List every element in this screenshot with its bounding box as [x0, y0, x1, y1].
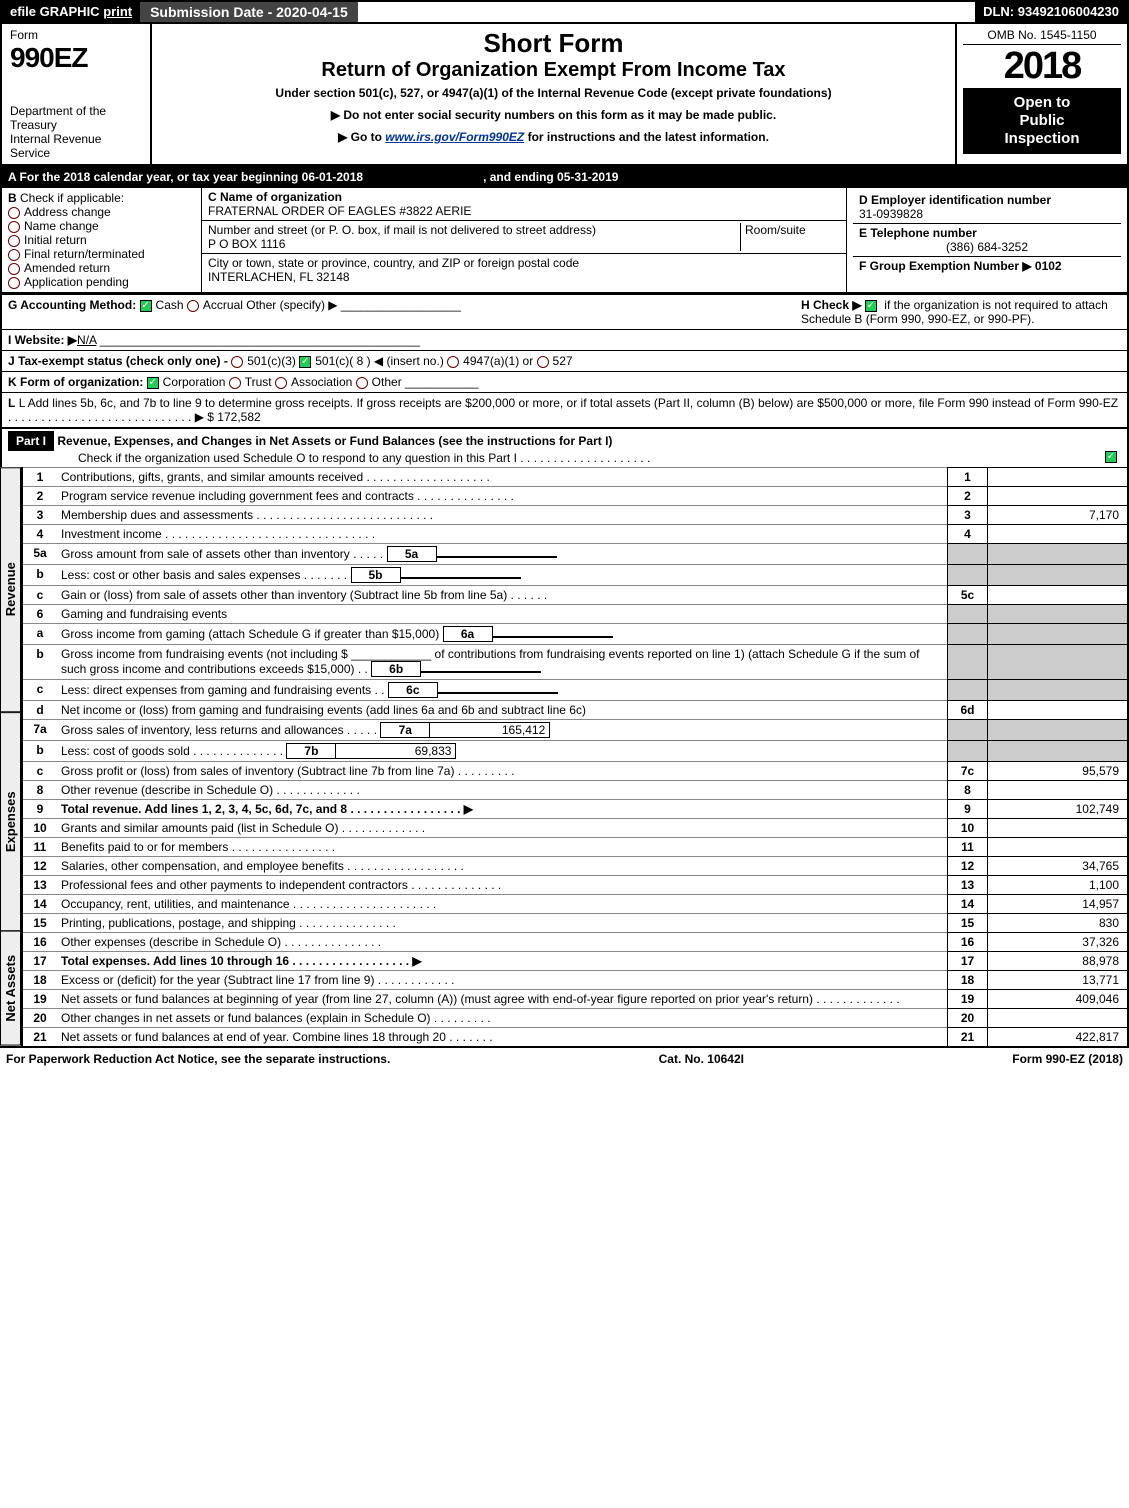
city: INTERLACHEN, FL 32148 [208, 270, 350, 284]
street: P O BOX 1116 [208, 237, 285, 251]
catalog-number: Cat. No. 10642I [659, 1052, 744, 1066]
line-j: J Tax-exempt status (check only one) - 5… [0, 350, 1129, 371]
form-edition: Form 990-EZ (2018) [1012, 1052, 1123, 1066]
title-return: Return of Organization Exempt From Incom… [158, 59, 949, 82]
irs-link[interactable]: www.irs.gov/Form990EZ [385, 130, 524, 144]
topbar: efile GRAPHIC print Submission Date - 20… [0, 0, 1129, 24]
form-number: 990EZ [10, 42, 88, 73]
chk-cash[interactable]: ✓ [140, 300, 152, 312]
form-header: Form 990EZ Department of the Treasury In… [0, 24, 1129, 166]
chk-h[interactable]: ✓ [865, 300, 877, 312]
omb-number: OMB No. 1545-1150 [963, 28, 1121, 45]
opt-name-change[interactable]: Name change [8, 219, 195, 233]
gross-receipts: 172,582 [217, 410, 260, 424]
form-label: Form [10, 28, 38, 42]
footer: For Paperwork Reduction Act Notice, see … [0, 1048, 1129, 1070]
opt-final-return[interactable]: Final return/terminated [8, 247, 195, 261]
line-l: L L Add lines 5b, 6c, and 7b to line 9 t… [0, 392, 1129, 427]
chk-corp[interactable]: ✓ [147, 377, 159, 389]
line-k: K Form of organization: ✓Corporation Tru… [0, 371, 1129, 392]
department: Department of the Treasury Internal Reve… [10, 104, 142, 160]
efile-label: efile GRAPHIC print [2, 2, 140, 22]
dln: DLN: 93492106004230 [975, 2, 1127, 22]
chk-501c[interactable]: ✓ [299, 356, 311, 368]
website: N/A [77, 333, 96, 347]
ein: 31-0939828 [859, 207, 923, 221]
org-name: FRATERNAL ORDER OF EAGLES #3822 AERIE [208, 204, 471, 218]
tab-revenue: Revenue [0, 467, 21, 712]
group-exemption: F Group Exemption Number ▶ 0102 [859, 259, 1062, 273]
tab-net-assets: Net Assets [0, 931, 21, 1046]
submission-date: Submission Date - 2020-04-15 [140, 2, 358, 22]
opt-amended-return[interactable]: Amended return [8, 261, 195, 275]
main-grid: Revenue Expenses Net Assets 1Contributio… [0, 467, 1129, 1048]
goto-note: ▶ Go to www.irs.gov/Form990EZ for instru… [158, 130, 949, 144]
opt-initial-return[interactable]: Initial return [8, 233, 195, 247]
print-link[interactable]: print [103, 4, 132, 19]
tab-expenses: Expenses [0, 712, 21, 931]
opt-accrual[interactable] [187, 300, 199, 312]
line-i: I Website: ▶N/A ________________________… [0, 329, 1129, 350]
opt-address-change[interactable]: Address change [8, 205, 195, 219]
paperwork-notice: For Paperwork Reduction Act Notice, see … [6, 1052, 390, 1066]
tax-year: 2018 [963, 45, 1121, 88]
phone: (386) 684-3252 [859, 240, 1115, 254]
tax-year-bar: A For the 2018 calendar year, or tax yea… [0, 166, 1129, 188]
opt-application-pending[interactable]: Application pending [8, 275, 195, 289]
identity-block: B Check if applicable: Address change Na… [0, 188, 1129, 294]
line-g-h: G Accounting Method: ✓Cash Accrual Other… [0, 294, 1129, 329]
chk-part1[interactable]: ✓ [1105, 451, 1117, 463]
section-note: Under section 501(c), 527, or 4947(a)(1)… [158, 86, 949, 100]
title-short-form: Short Form [158, 28, 949, 59]
ssn-note: ▶ Do not enter social security numbers o… [158, 108, 949, 122]
part1-header: Part I Revenue, Expenses, and Changes in… [0, 427, 1129, 467]
inspection-badge: Open to Public Inspection [963, 88, 1121, 154]
